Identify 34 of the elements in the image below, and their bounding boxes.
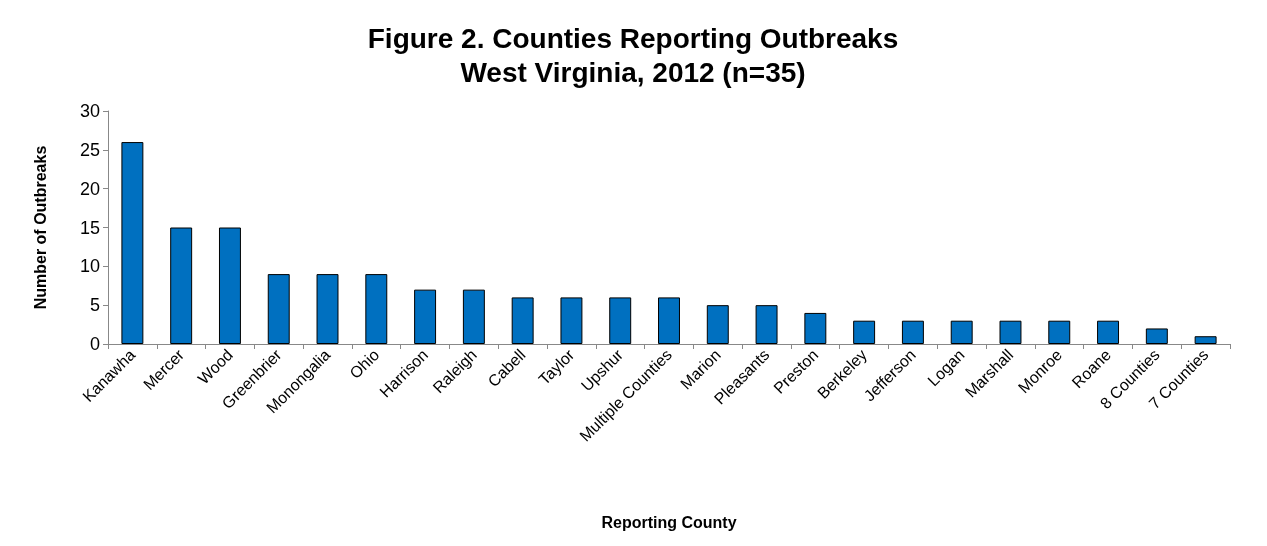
bar [462, 289, 485, 344]
bar [609, 297, 632, 344]
bar [170, 227, 193, 344]
bar [658, 297, 680, 344]
y-tick-label: 20 [79, 178, 100, 199]
bar [316, 274, 339, 344]
bar [1145, 328, 1168, 344]
bar [1194, 336, 1217, 344]
y-axis-title: Number of Outbreaks [31, 145, 49, 310]
y-tick-label: 0 [89, 334, 100, 354]
x-tick-label: Ohio [346, 345, 383, 382]
y-tick-label: 30 [79, 101, 100, 121]
y-tick-label: 5 [89, 295, 100, 316]
bar [414, 289, 437, 344]
bar [804, 312, 827, 344]
bar [365, 274, 388, 344]
bar [901, 320, 924, 344]
bar [706, 305, 729, 344]
bar [267, 274, 290, 344]
bar [121, 142, 144, 344]
bar [950, 320, 973, 344]
x-axis-title: Reporting County [601, 513, 737, 531]
chart-title: Figure 2. Counties Reporting Outbreaks West Virginia, 2012 (n=35) [367, 22, 899, 88]
bar [999, 320, 1022, 344]
bar [560, 297, 583, 344]
y-tick-label: 15 [79, 217, 100, 238]
y-tick-label: 25 [79, 139, 100, 160]
bar [218, 227, 241, 344]
bar [1097, 320, 1120, 344]
bar [853, 320, 876, 344]
bar [511, 297, 534, 344]
bar [755, 305, 778, 344]
bar [1048, 320, 1071, 344]
y-tick-label: 10 [79, 256, 100, 277]
